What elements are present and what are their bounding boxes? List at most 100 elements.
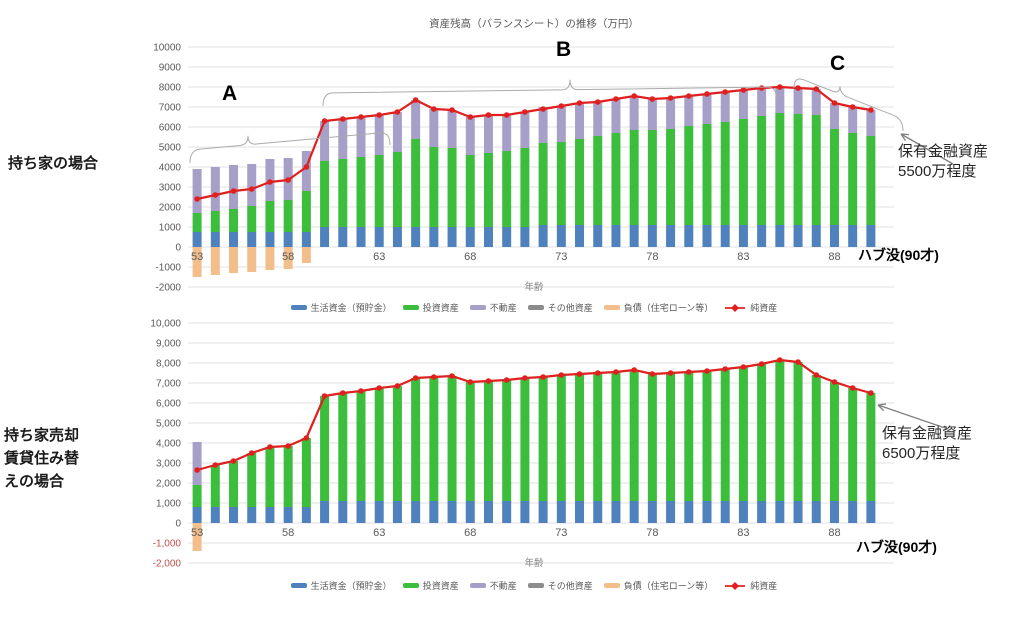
bar-segment xyxy=(647,99,657,130)
bar-segment xyxy=(775,113,785,225)
bar-segment xyxy=(301,507,311,523)
bar-segment xyxy=(520,227,530,247)
bar-segment-liability xyxy=(192,523,202,551)
bar-segment xyxy=(666,98,676,129)
net-worth-point xyxy=(485,112,492,118)
net-worth-point xyxy=(631,93,637,99)
bar-segment xyxy=(666,129,676,225)
legend-label: 負債（住宅ローン等） xyxy=(623,303,714,313)
bar-segment xyxy=(556,106,566,142)
legend-item: 生活資金（預貯金） xyxy=(290,579,392,592)
net-worth-point xyxy=(431,374,437,380)
bar-segment xyxy=(829,225,839,247)
top-y-tick: 6000 xyxy=(159,123,182,134)
bottom-y-tick: 5,000 xyxy=(156,419,181,430)
legend-item: 純資産 xyxy=(724,301,777,314)
bar-segment xyxy=(320,396,330,501)
bar-segment xyxy=(702,501,712,523)
net-worth-point xyxy=(631,367,637,373)
legend-swatch xyxy=(469,583,486,588)
bar-segment xyxy=(575,225,585,247)
net-worth-point xyxy=(758,85,765,91)
net-worth-point xyxy=(303,435,310,441)
net-worth-point xyxy=(503,377,510,383)
bar-segment xyxy=(538,107,548,143)
annotation-letter-c: C xyxy=(830,52,846,75)
bar-segment xyxy=(629,501,639,523)
bar-segment xyxy=(447,227,457,247)
bar-segment xyxy=(465,117,475,155)
bar-segment xyxy=(392,152,402,227)
bottom-end-of-axis-label: ハブ没(90才) xyxy=(856,539,937,555)
top-y-tick: 9000 xyxy=(159,63,182,74)
net-worth-point xyxy=(194,467,200,473)
bar-segment xyxy=(575,103,585,139)
legend-swatch xyxy=(290,305,307,310)
bottom-bars xyxy=(192,360,876,551)
top-x-tick: 88 xyxy=(828,251,840,263)
net-worth-point xyxy=(795,359,801,365)
net-worth-point xyxy=(449,373,455,379)
net-worth-point xyxy=(594,99,601,105)
legend-swatch xyxy=(402,305,419,310)
bottom-y-tick: 8,000 xyxy=(156,359,181,370)
bar-segment xyxy=(465,155,475,227)
bar-segment xyxy=(192,213,202,232)
bar-segment xyxy=(429,147,439,227)
net-worth-point xyxy=(412,375,419,381)
net-worth-point xyxy=(777,84,783,90)
top-chart-title: 資産残高（バランスシート）の推移（万円） xyxy=(429,18,639,30)
bottom-x-tick: 58 xyxy=(282,527,294,539)
top-y-tick: 8000 xyxy=(159,83,182,94)
bar-segment xyxy=(757,225,767,247)
bar-segment xyxy=(575,374,585,501)
bar-segment xyxy=(265,447,275,507)
bar-segment xyxy=(301,438,311,507)
bottom-x-tick: 63 xyxy=(373,527,385,539)
bar-segment xyxy=(247,453,257,507)
net-worth-point xyxy=(321,118,328,124)
bar-segment xyxy=(210,167,220,211)
bottom-x-tick: 83 xyxy=(737,527,749,539)
bar-segment xyxy=(374,155,384,227)
top-net-worth-line xyxy=(194,84,874,202)
bar-segment xyxy=(866,225,876,247)
net-worth-point xyxy=(868,390,874,396)
bottom-y-tick: 0 xyxy=(175,519,181,530)
net-worth-point xyxy=(285,177,291,183)
bar-segment xyxy=(593,373,603,501)
legend-swatch xyxy=(603,305,620,310)
bar-segment xyxy=(811,501,821,523)
net-worth-point xyxy=(412,97,419,103)
bar-segment xyxy=(210,465,220,507)
bar-segment xyxy=(775,501,785,523)
bar-segment xyxy=(866,393,876,501)
net-worth-point xyxy=(740,364,747,370)
net-worth-point xyxy=(613,96,619,102)
bar-segment xyxy=(192,232,202,247)
bar-segment xyxy=(483,381,493,501)
legend-label: 純資産 xyxy=(750,303,778,313)
bar-segment xyxy=(429,377,439,501)
bar-segment xyxy=(775,87,785,113)
bar-segment xyxy=(301,191,311,232)
bar-segment xyxy=(411,501,421,523)
bar-segment xyxy=(447,110,457,148)
legend-item: 投資資産 xyxy=(402,301,459,314)
bottom-x-tick: 78 xyxy=(646,527,658,539)
bottom-y-tick: 10,000 xyxy=(150,319,181,330)
net-worth-point xyxy=(267,179,273,185)
net-worth-point xyxy=(230,458,237,464)
bottom-x-tick: 68 xyxy=(464,527,476,539)
net-worth-point xyxy=(667,370,674,376)
label-sell-rent-line2: 賃貸住み替 xyxy=(4,450,80,467)
bar-segment xyxy=(229,165,239,209)
top-xaxis-title: 年齢 xyxy=(524,282,544,293)
bar-segment xyxy=(811,89,821,115)
bar-segment xyxy=(684,96,694,126)
bar-segment xyxy=(702,371,712,501)
net-worth-point xyxy=(285,443,291,449)
bar-segment xyxy=(575,139,585,225)
bar-segment xyxy=(866,501,876,523)
top-x-tick: 63 xyxy=(373,251,385,263)
